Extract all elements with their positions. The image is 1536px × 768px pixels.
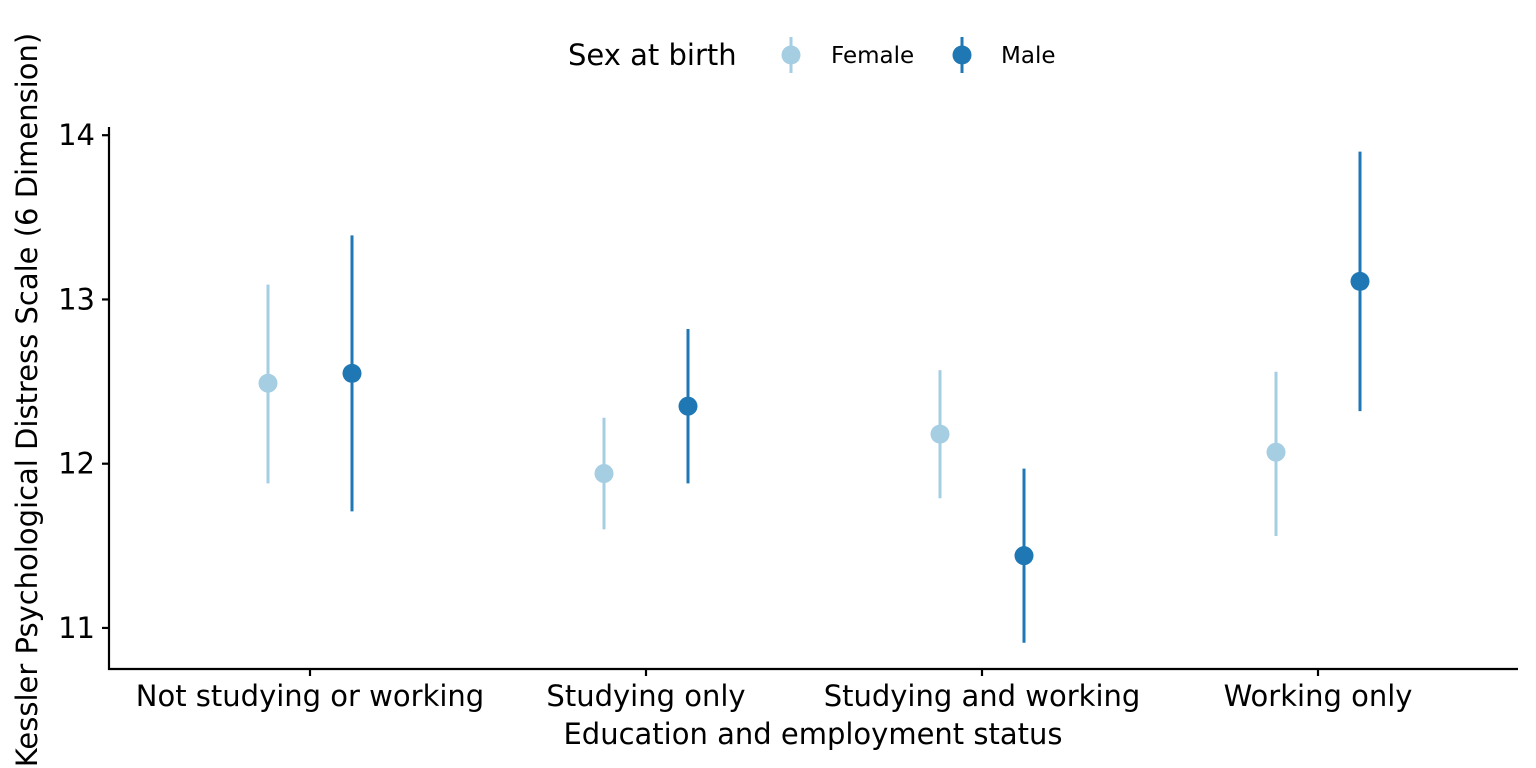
x-tick-label: Studying only [546, 679, 745, 713]
x-tick-label: Working only [1224, 679, 1413, 713]
y-tick-label: 12 [58, 447, 95, 481]
y-tick-label: 11 [58, 611, 95, 645]
legend-key-point [952, 45, 972, 65]
point-male [1350, 271, 1370, 291]
point-male [678, 396, 698, 416]
x-axis-title: Education and employment status [563, 717, 1062, 751]
point-female [1266, 442, 1286, 462]
legend-item-male: Male [952, 37, 1055, 73]
legend-title: Sex at birth [568, 38, 737, 72]
legend-label: Female [831, 43, 914, 69]
y-tick-label: 13 [58, 282, 95, 316]
y-tick-label: 14 [58, 118, 95, 152]
point-female [594, 464, 614, 484]
point-female [258, 373, 278, 393]
legend-key-point [781, 45, 801, 65]
legend: Sex at birth Female Male [568, 37, 1055, 73]
plot-marks [258, 151, 1370, 643]
x-tick-label: Studying and working [824, 679, 1141, 713]
axes: 11 12 13 14 Not studying or working Studying … [58, 118, 1518, 713]
point-male [1014, 546, 1034, 566]
legend-item-female: Female [781, 37, 914, 73]
point-male [342, 363, 362, 383]
legend-label: Male [1001, 43, 1055, 69]
point-female [930, 424, 950, 444]
x-tick-label: Not studying or working [136, 679, 484, 713]
y-axis-title: Kessler Psychological Distress Scale (6 … [10, 33, 44, 767]
